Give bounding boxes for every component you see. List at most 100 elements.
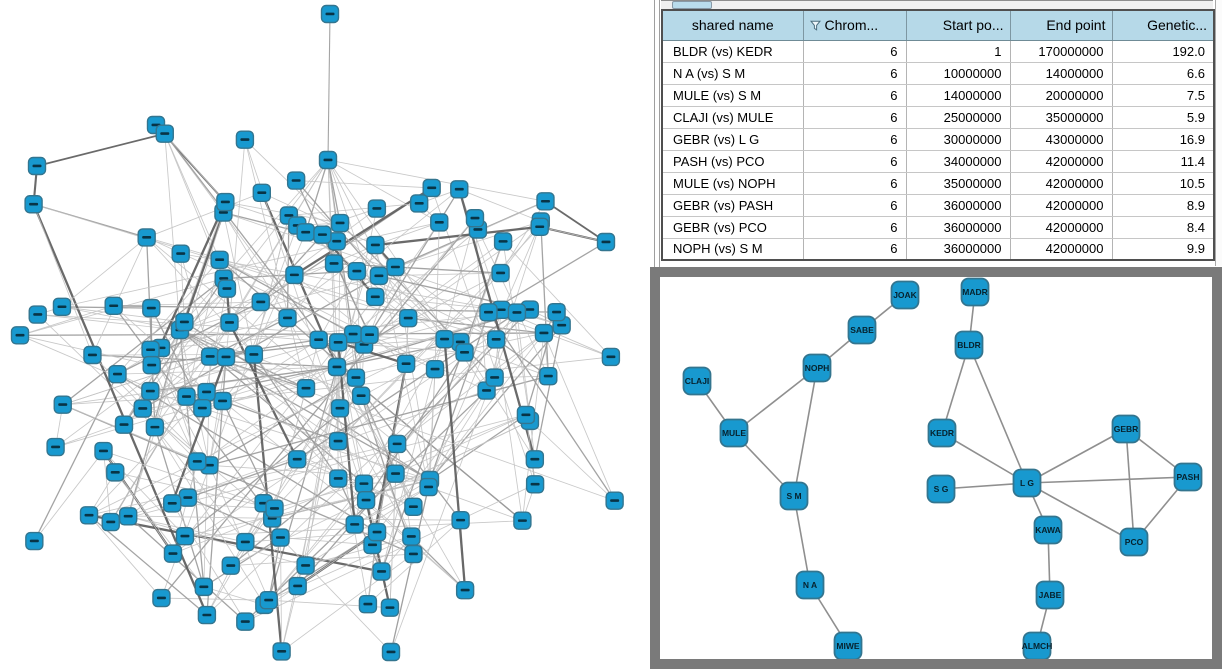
network-node[interactable] xyxy=(137,228,156,247)
network-node[interactable] xyxy=(425,359,445,379)
network-node[interactable] xyxy=(536,192,555,211)
cell-shared-name[interactable]: GEBR (vs) L G xyxy=(662,128,804,151)
graph-node-kawa[interactable]: KAWA xyxy=(1033,515,1063,545)
network-node[interactable] xyxy=(422,178,441,198)
network-node[interactable] xyxy=(547,302,566,322)
network-node[interactable] xyxy=(216,192,235,212)
cell-value[interactable]: 10000000 xyxy=(906,62,1011,85)
cell-value[interactable]: 11.4 xyxy=(1112,150,1214,173)
network-node[interactable] xyxy=(419,477,438,497)
cell-value[interactable]: 7.5 xyxy=(1112,84,1214,107)
network-node[interactable] xyxy=(119,507,138,526)
table-row[interactable]: CLAJI (vs) MULE 6 25000000 35000000 5.9 xyxy=(662,106,1214,129)
cell-value[interactable]: 6 xyxy=(803,62,907,85)
network-node[interactable] xyxy=(141,381,160,401)
cell-value[interactable]: 192.0 xyxy=(1112,40,1214,63)
network-node[interactable] xyxy=(404,497,423,516)
network-node[interactable] xyxy=(163,544,183,563)
filtered-network-canvas[interactable]: JOAK MADR SABE BLDR NOPH CLAJI MULE KEDR GEBR L G… xyxy=(660,277,1212,659)
network-node[interactable] xyxy=(296,379,316,398)
network-node[interactable] xyxy=(354,474,374,493)
network-node[interactable] xyxy=(525,450,545,469)
cell-shared-name[interactable]: GEBR (vs) PCO xyxy=(662,216,804,239)
network-node[interactable] xyxy=(396,354,416,373)
network-node[interactable] xyxy=(513,511,532,530)
network-node[interactable] xyxy=(175,312,194,332)
network-node[interactable] xyxy=(236,612,255,631)
cell-value[interactable]: 16.9 xyxy=(1112,128,1214,151)
cell-value[interactable]: 10.5 xyxy=(1112,172,1214,195)
table-row[interactable]: BLDR (vs) KEDR 6 1 170000000 192.0 xyxy=(662,40,1214,63)
cell-value[interactable]: 36000000 xyxy=(906,216,1011,239)
network-node[interactable] xyxy=(271,528,290,547)
network-node[interactable] xyxy=(193,398,212,418)
network-node[interactable] xyxy=(534,323,554,343)
network-node[interactable] xyxy=(516,405,536,425)
graph-node-noph[interactable]: NOPH xyxy=(802,353,832,383)
network-node[interactable] xyxy=(216,347,236,367)
network-node[interactable] xyxy=(285,265,304,285)
network-node[interactable] xyxy=(358,595,378,614)
cell-value[interactable]: 35000000 xyxy=(1010,106,1113,129)
cell-value[interactable]: 43000000 xyxy=(1010,128,1113,151)
cell-value[interactable]: 6 xyxy=(803,150,907,173)
network-node[interactable] xyxy=(327,357,347,377)
column-header-start-po[interactable]: Start po... xyxy=(906,10,1011,41)
network-node[interactable] xyxy=(367,199,387,218)
network-node[interactable] xyxy=(145,418,165,437)
network-node[interactable] xyxy=(399,308,418,328)
network-node[interactable] xyxy=(220,313,239,332)
network-node[interactable] xyxy=(194,577,214,597)
graph-node-sabe[interactable]: SABE xyxy=(847,315,877,345)
network-node[interactable] xyxy=(324,254,344,273)
cell-shared-name[interactable]: BLDR (vs) KEDR xyxy=(662,40,804,63)
network-node[interactable] xyxy=(259,590,278,610)
cell-value[interactable]: 42000000 xyxy=(1010,216,1113,239)
network-node[interactable] xyxy=(386,464,405,483)
table-row[interactable]: NOPH (vs) S M 6 36000000 42000000 9.9 xyxy=(662,238,1214,261)
network-node[interactable] xyxy=(404,544,423,564)
network-node[interactable] xyxy=(188,452,207,471)
network-node[interactable] xyxy=(101,512,120,532)
network-node[interactable] xyxy=(381,642,401,662)
cell-value[interactable]: 42000000 xyxy=(1010,150,1113,173)
network-node[interactable] xyxy=(28,305,47,324)
cell-shared-name[interactable]: N A (vs) S M xyxy=(662,62,804,85)
network-node[interactable] xyxy=(493,232,513,251)
network-node[interactable] xyxy=(387,434,407,454)
network-node[interactable] xyxy=(142,355,161,375)
network-node[interactable] xyxy=(288,450,307,469)
network-node[interactable] xyxy=(25,531,44,551)
network-node[interactable] xyxy=(318,150,338,170)
network-node[interactable] xyxy=(114,415,134,434)
cell-value[interactable]: 5.9 xyxy=(1112,106,1214,129)
cell-value[interactable]: 6 xyxy=(803,216,907,239)
network-node[interactable] xyxy=(539,366,558,386)
network-node[interactable] xyxy=(296,556,315,575)
graph-node-bldr[interactable]: BLDR xyxy=(954,330,984,360)
network-node[interactable] xyxy=(108,364,127,384)
graph-node-pco[interactable]: PCO xyxy=(1119,527,1149,557)
network-node[interactable] xyxy=(213,391,232,411)
cell-shared-name[interactable]: PASH (vs) PCO xyxy=(662,150,804,173)
network-node[interactable] xyxy=(141,340,160,360)
network-node[interactable] xyxy=(451,511,470,530)
network-node[interactable] xyxy=(236,532,255,552)
graph-node-joak[interactable]: JOAK xyxy=(890,280,920,310)
network-node[interactable] xyxy=(328,333,348,352)
cell-shared-name[interactable]: GEBR (vs) PASH xyxy=(662,194,804,217)
network-node[interactable] xyxy=(171,244,190,263)
column-header-chrom[interactable]: Chrom... xyxy=(803,10,907,41)
cell-shared-name[interactable]: MULE (vs) NOPH xyxy=(662,172,804,195)
network-node[interactable] xyxy=(52,297,72,317)
network-node[interactable] xyxy=(486,330,506,349)
network-node[interactable] xyxy=(507,303,527,322)
network-node[interactable] xyxy=(133,399,152,418)
network-node[interactable] xyxy=(372,562,391,581)
network-node[interactable] xyxy=(252,183,271,202)
network-node[interactable] xyxy=(163,494,182,513)
horizontal-scrollbar[interactable] xyxy=(661,0,1213,9)
cell-value[interactable]: 6 xyxy=(803,194,907,217)
network-node[interactable] xyxy=(351,386,371,405)
graph-node-kedr[interactable]: KEDR xyxy=(927,418,957,448)
